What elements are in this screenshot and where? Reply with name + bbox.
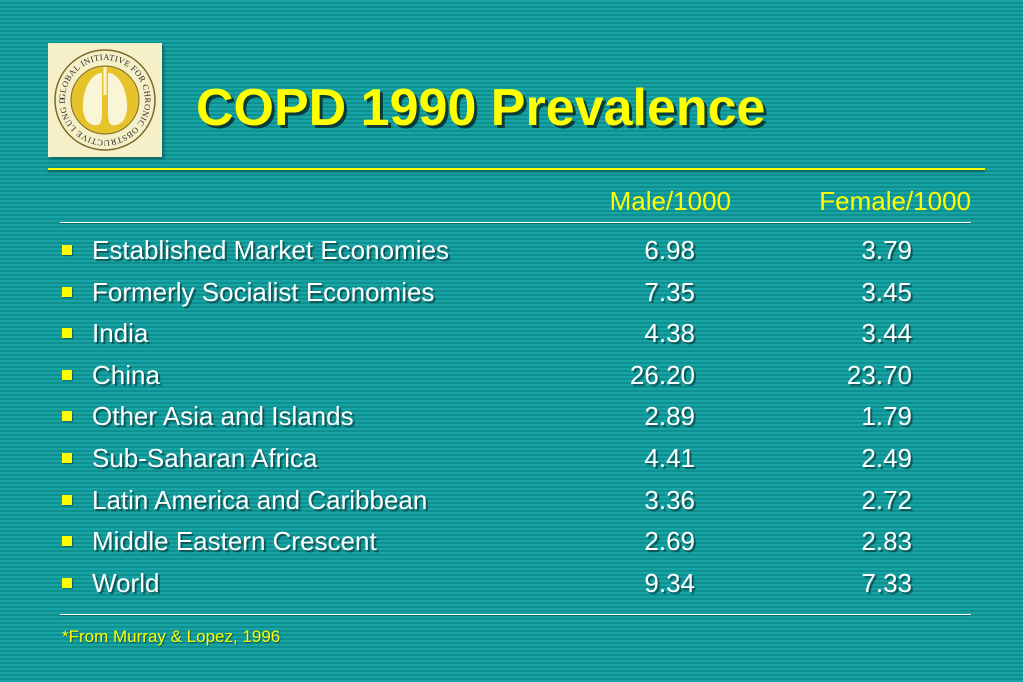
table-row: Formerly Socialist Economies 7.35 3.45 [0,273,1023,315]
male-value: 2.89 [644,401,695,432]
bullet-icon [62,369,72,380]
title-divider [48,168,985,170]
bullet-icon [62,577,72,588]
table-bottom-divider [60,614,971,615]
column-header-male: Male/1000 [609,186,731,216]
table-row: Other Asia and Islands 2.89 1.79 [0,397,1023,439]
female-value: 3.44 [861,318,912,349]
column-header-female: Female/1000 [819,186,971,216]
bullet-icon [62,494,72,505]
table-row: India 4.38 3.44 [0,314,1023,356]
header-divider [60,222,971,223]
male-value: 2.69 [644,526,695,557]
bullet-icon [62,452,72,463]
bullet-icon [62,328,72,339]
bullet-icon [62,536,72,547]
male-value: 26.20 [629,359,695,390]
female-value: 3.79 [861,235,912,265]
region-label: Sub-Saharan Africa [92,442,318,473]
female-value: 3.45 [861,276,912,307]
prevalence-table: Established Market Economies 6.98 3.79 Form… [0,231,1023,605]
table-row: Latin America and Caribbean 3.36 2.72 [0,481,1023,523]
female-value: 1.79 [861,401,912,432]
region-label: Other Asia and Islands [92,401,354,432]
region-label: India [92,318,149,349]
table-row: World 9.34 7.33 [0,564,1023,606]
male-value: 4.38 [644,318,695,349]
lungs-icon: GLOBAL INITIATIVE FOR CHRONIC OBSTRUCTIV… [48,43,156,151]
female-value: 2.83 [861,526,912,557]
gold-logo: GLOBAL INITIATIVE FOR CHRONIC OBSTRUCTIV… [48,43,162,157]
region-label: Middle Eastern Crescent [92,526,377,557]
table-row: Middle Eastern Crescent 2.69 2.83 [0,522,1023,564]
male-value: 6.98 [644,235,695,265]
page-title: COPD 1990 Prevalence [196,79,766,137]
female-value: 2.49 [861,442,912,473]
table-row: China 26.20 23.70 [0,356,1023,398]
table-row: Established Market Economies 6.98 3.79 [0,231,1023,273]
region-label: Formerly Socialist Economies [92,276,435,307]
bullet-icon [62,286,72,297]
male-value: 7.35 [644,276,695,307]
female-value: 2.72 [861,484,912,515]
male-value: 3.36 [644,484,695,515]
female-value: 23.70 [846,359,912,390]
bullet-icon [62,411,72,422]
male-value: 9.34 [644,567,695,598]
region-label: China [92,359,160,390]
female-value: 7.33 [861,567,912,598]
region-label: Latin America and Caribbean [92,484,428,515]
region-label: Established Market Economies [92,235,449,265]
region-label: World [92,567,160,598]
bullet-icon [62,245,72,255]
table-row: Sub-Saharan Africa 4.41 2.49 [0,439,1023,481]
source-footnote: *From Murray & Lopez, 1996 [62,627,281,646]
male-value: 4.41 [644,442,695,473]
